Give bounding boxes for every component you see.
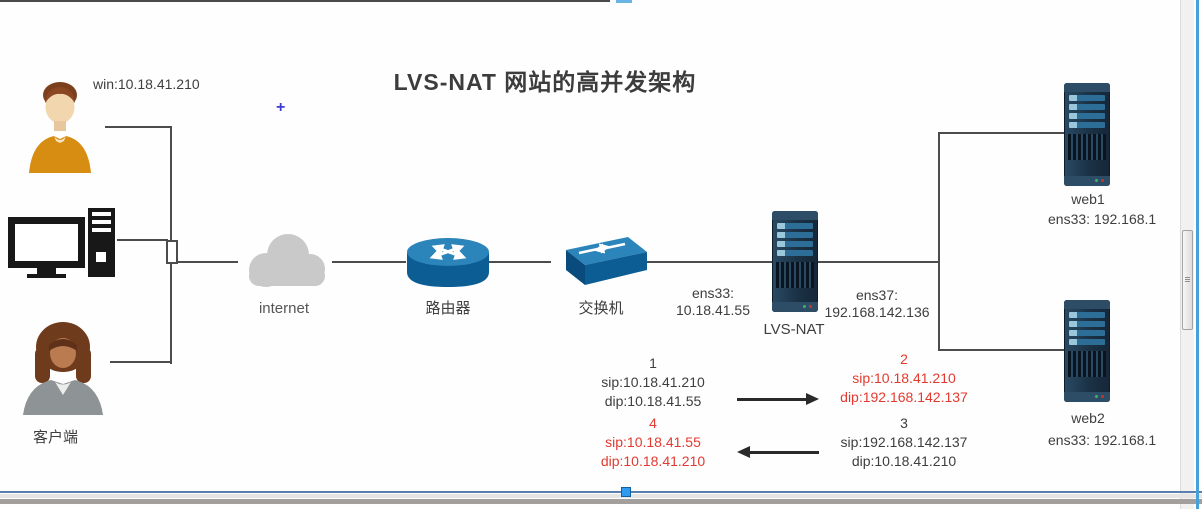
flow-3-sip: sip:192.168.142.137: [840, 434, 968, 450]
connector-line: [172, 261, 238, 263]
lvs-label: LVS-NAT: [763, 321, 825, 338]
statusbar-top-edge: [0, 494, 1202, 498]
flow-3-dip: dip:10.18.41.210: [851, 453, 957, 469]
flow-2-annotation: 2 sip:10.18.41.210 dip:192.168.142.137: [824, 350, 984, 407]
lvs-server-icon: [772, 211, 818, 312]
flow-4-dip: dip:10.18.41.210: [600, 453, 706, 469]
flow-1-sip: sip:10.18.41.210: [601, 374, 705, 390]
client-pc-tower-icon: [88, 208, 115, 277]
web1-server-icon: [1064, 83, 1110, 186]
router-icon: [404, 236, 492, 292]
internet-label: internet: [258, 300, 310, 317]
connector-line: [938, 132, 940, 351]
selection-handle[interactable]: [621, 487, 631, 497]
flow-1-annotation: 1 sip:10.18.41.210 dip:10.18.41.55: [588, 354, 718, 411]
junction-connector: [166, 240, 178, 264]
connector-line: [105, 126, 171, 128]
lvs-ens33-ip: 10.18.41.55: [676, 302, 750, 318]
flow-4-sip: sip:10.18.41.55: [605, 434, 701, 450]
flow-4-step: 4: [649, 415, 657, 431]
lvs-ens37-ip: 192.168.142.136: [824, 304, 930, 320]
win-ip-label: win:10.18.41.210: [93, 76, 200, 92]
flow-3-annotation: 3 sip:192.168.142.137 dip:10.18.41.210: [824, 414, 984, 471]
client-pc-monitor-icon: [8, 217, 85, 268]
man-user-icon: [24, 77, 97, 173]
internet-cloud-icon: [237, 226, 337, 298]
web1-label: web1: [1071, 191, 1105, 207]
window-top-edge: [0, 0, 610, 2]
lvs-ens33-label: ens33: 10.18.41.55: [663, 285, 763, 319]
web2-label: web2: [1071, 410, 1105, 426]
selection-outline-bottom: [0, 491, 1202, 493]
connector-line: [489, 261, 551, 263]
switch-label: 交换机: [578, 300, 624, 317]
statusbar-divider: [0, 499, 1202, 504]
request-arrow-icon: [737, 393, 819, 406]
router-label: 路由器: [425, 300, 471, 317]
page-title: LVS-NAT 网站的高并发架构: [393, 69, 697, 95]
flow-1-step: 1: [649, 355, 657, 371]
flow-2-step: 2: [900, 351, 908, 367]
woman-user-icon: [18, 315, 108, 415]
lvs-ens37-if: ens37:: [855, 287, 899, 303]
flow-2-sip: sip:10.18.41.210: [852, 370, 956, 386]
window-border-right: [1196, 0, 1199, 509]
flow-3-step: 3: [900, 415, 908, 431]
window-top-accent: [616, 0, 632, 3]
connector-line: [332, 261, 406, 263]
flow-4-annotation: 4 sip:10.18.41.55 dip:10.18.41.210: [588, 414, 718, 471]
connector-line: [117, 239, 168, 241]
monitor-stand: [37, 268, 56, 274]
connector-line: [940, 132, 1065, 134]
lvs-ens33-if: ens33:: [691, 285, 735, 301]
client-group-label: 客户端: [33, 429, 79, 446]
web2-server-icon: [1064, 300, 1110, 402]
scrollbar-thumb[interactable]: [1182, 230, 1193, 330]
flow-1-dip: dip:10.18.41.55: [604, 393, 702, 409]
web2-ens33-label: ens33: 192.168.1: [1048, 432, 1157, 448]
flow-2-dip: dip:192.168.142.137: [840, 389, 968, 405]
lvs-ens37-label: ens37: 192.168.142.136: [816, 287, 938, 321]
connector-line: [110, 361, 171, 363]
vertical-scrollbar[interactable]: [1180, 0, 1194, 509]
plus-marker: +: [276, 99, 286, 116]
connector-line: [940, 349, 1065, 351]
monitor-base: [27, 274, 66, 278]
web1-ens33-label: ens33: 192.168.1: [1048, 211, 1157, 227]
switch-icon: [549, 235, 647, 287]
response-arrow-icon: [737, 446, 819, 459]
